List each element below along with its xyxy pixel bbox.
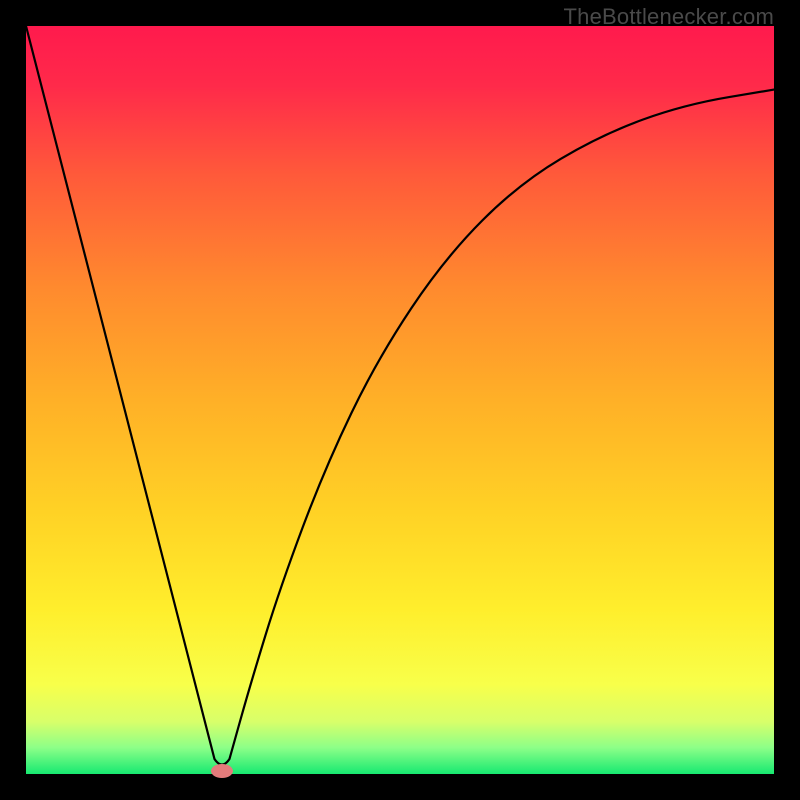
watermark-text: TheBottlenecker.com	[564, 4, 774, 30]
optimum-marker	[211, 764, 233, 778]
bottleneck-curve-chart	[0, 0, 800, 800]
plot-background	[26, 26, 774, 774]
chart-frame: TheBottlenecker.com	[0, 0, 800, 800]
